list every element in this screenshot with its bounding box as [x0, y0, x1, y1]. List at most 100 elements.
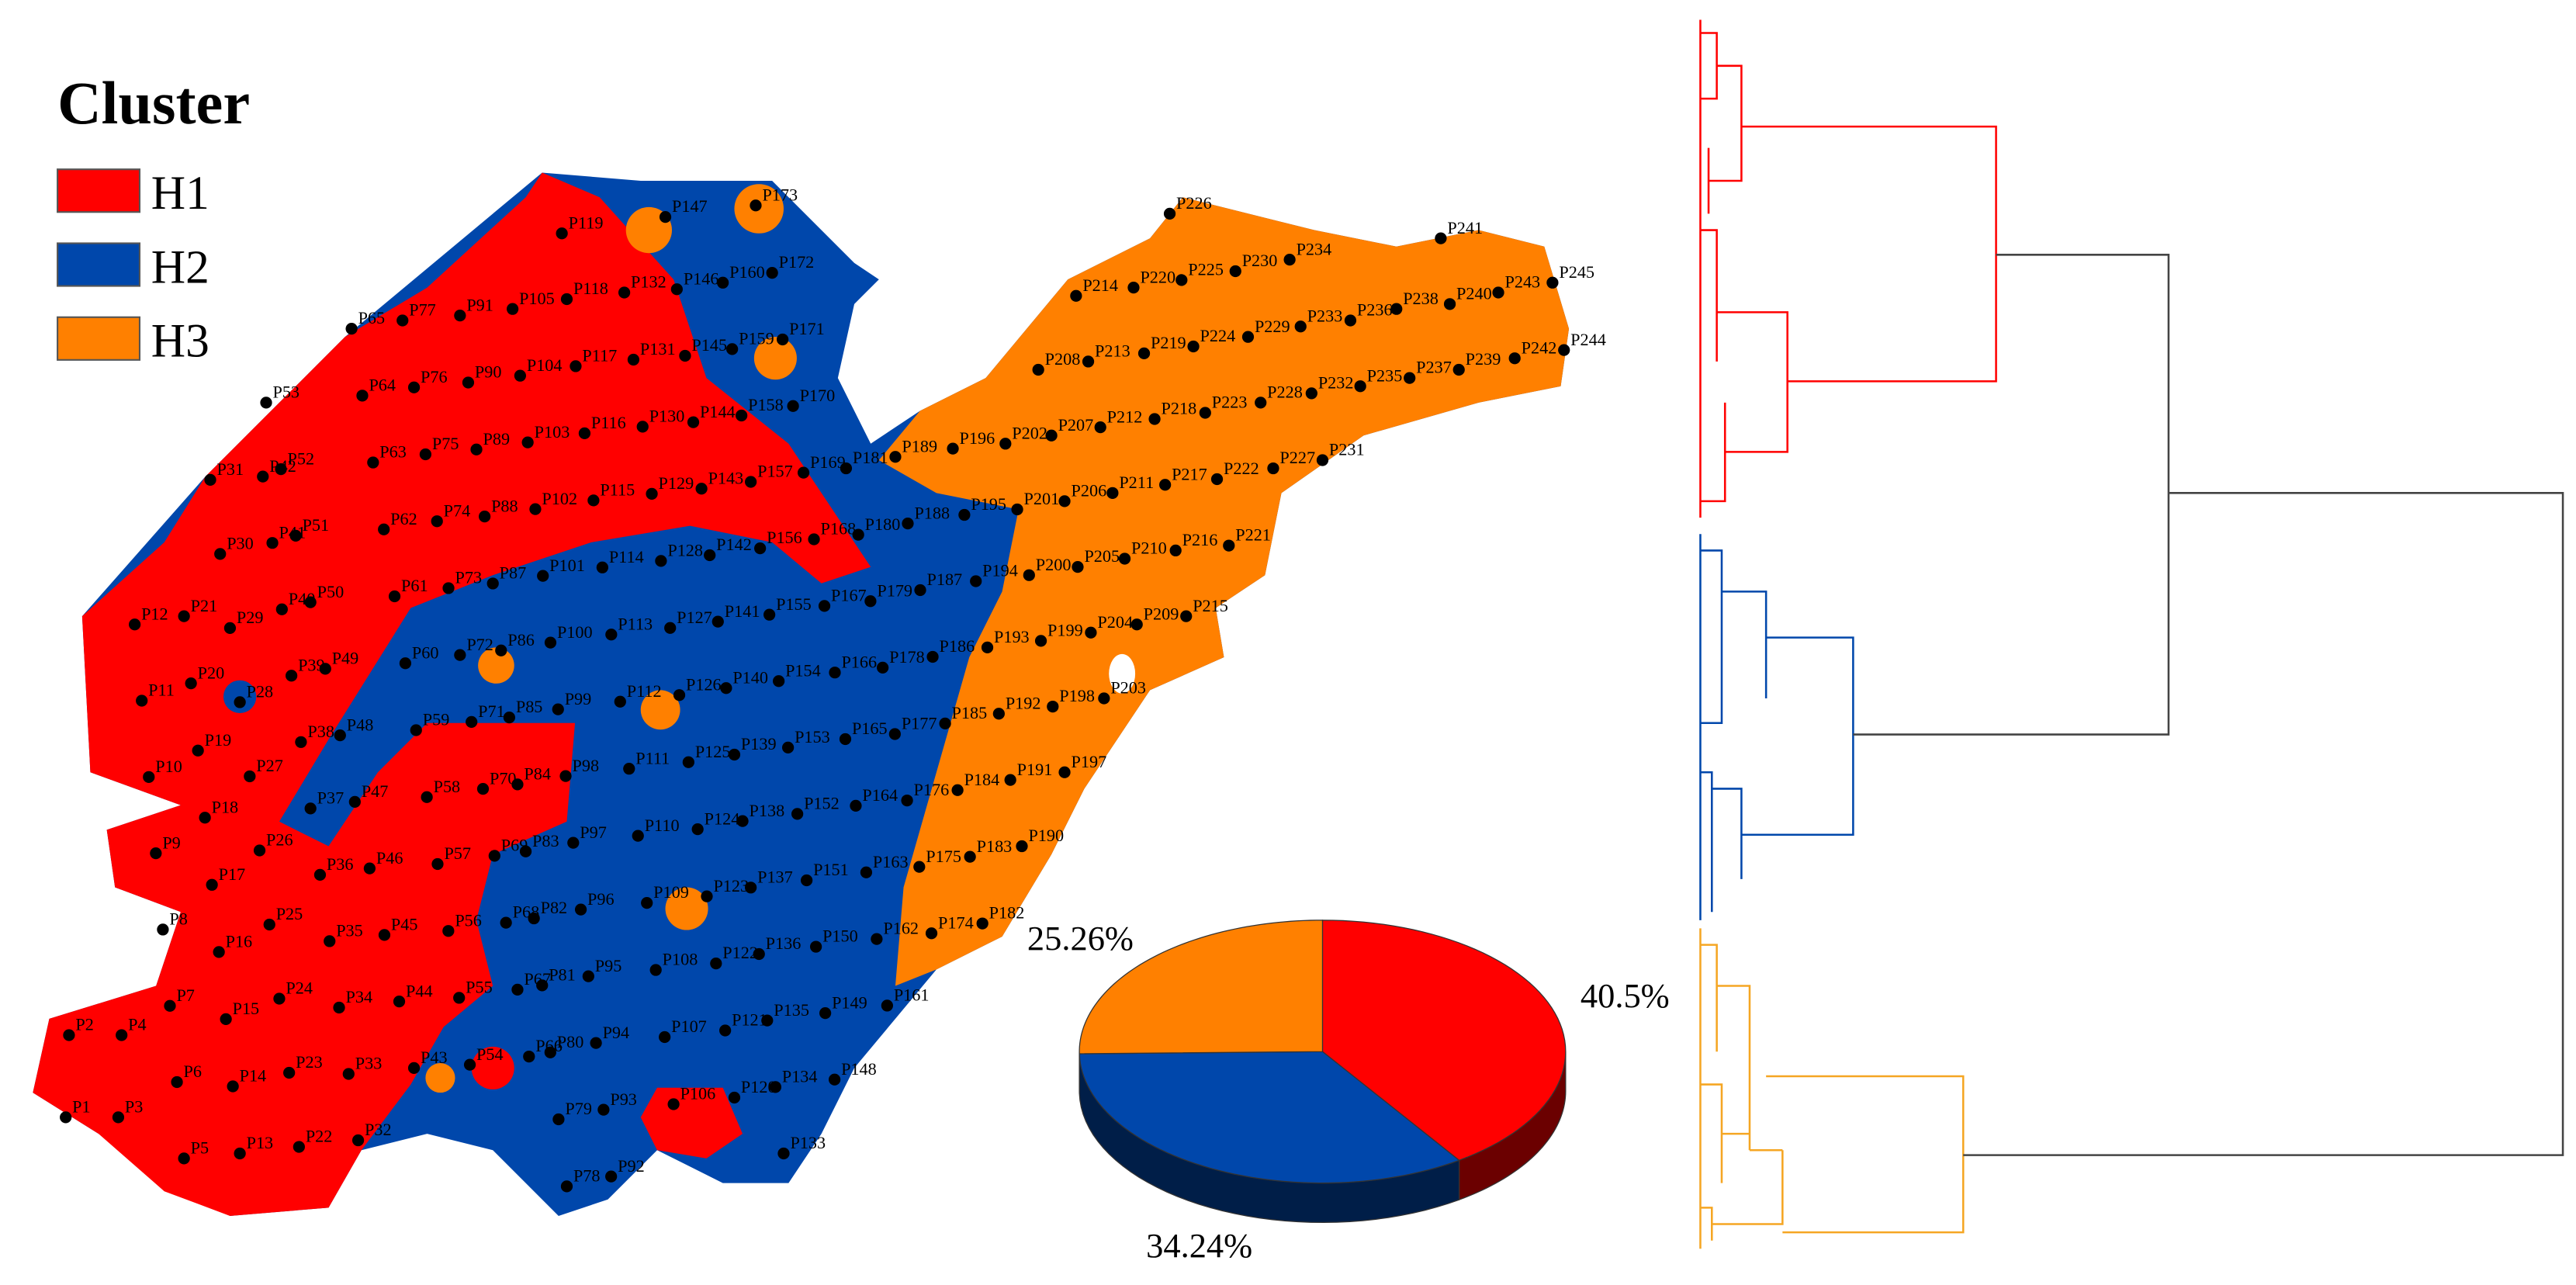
sample-label: P6 [184, 1062, 202, 1081]
sample-dot [116, 1029, 128, 1041]
sample-label: P24 [286, 978, 313, 998]
sample-dot [319, 663, 331, 675]
sample-dot [664, 622, 677, 634]
sample-label: P74 [444, 500, 471, 520]
sample-dot [1210, 473, 1224, 486]
sample-label: P76 [421, 367, 448, 386]
sample-dot [763, 608, 776, 621]
sample-label: P205 [1084, 546, 1120, 566]
sample-label: P59 [423, 710, 450, 729]
sample-label: P60 [412, 642, 439, 662]
sample-dot [710, 957, 722, 970]
sample-label: P199 [1047, 621, 1083, 640]
legend-label: H3 [151, 315, 209, 368]
sample-dot [486, 577, 499, 590]
sample-label: P204 [1097, 612, 1133, 632]
sample-dot [720, 682, 732, 694]
sample-label: P18 [212, 797, 239, 816]
sample-dot [1316, 454, 1329, 466]
sample-dot [500, 916, 512, 929]
sample-dot [773, 675, 785, 688]
sample-label: P196 [960, 428, 995, 448]
region-h3 [425, 1063, 455, 1093]
sample-label: P211 [1119, 473, 1154, 492]
sample-dot [488, 850, 500, 862]
sample-label: P46 [376, 848, 403, 868]
sample-label: P122 [722, 943, 758, 962]
sample-label: P4 [128, 1015, 146, 1034]
sample-label: P233 [1307, 306, 1343, 325]
sample-label: P237 [1416, 358, 1452, 377]
sample-dot [1546, 276, 1559, 289]
sample-label: P126 [686, 674, 722, 694]
sample-label: P79 [565, 1099, 592, 1118]
sample-label: P38 [307, 722, 334, 741]
sample-label: P49 [332, 649, 359, 668]
sample-dot [334, 729, 346, 742]
sample-label: P200 [1036, 555, 1072, 574]
sample-label: P149 [832, 992, 867, 1012]
sample-label: P85 [516, 697, 543, 716]
sample-label: P197 [1072, 752, 1107, 771]
sample-label: P51 [303, 515, 330, 535]
sample-label: P229 [1255, 317, 1290, 336]
sample-label: P12 [141, 604, 168, 623]
sample-dot [659, 210, 672, 223]
sample-dot [902, 518, 914, 530]
sample-dot [378, 929, 391, 941]
sample-label: P209 [1144, 604, 1179, 623]
pie-slice [1079, 920, 1324, 1055]
sample-label: P180 [865, 514, 901, 534]
sample-label: P35 [336, 921, 363, 940]
sample-label: P134 [782, 1066, 818, 1086]
sample-label: P155 [776, 594, 812, 614]
sample-dot [679, 349, 691, 362]
sample-dot [850, 799, 862, 812]
sample-label: P33 [355, 1054, 383, 1073]
sample-dot [150, 847, 162, 860]
sample-dot [213, 946, 225, 958]
sample-dot [529, 503, 542, 515]
sample-label: P80 [557, 1032, 584, 1051]
sample-label: P220 [1140, 267, 1175, 286]
sample-label: P186 [940, 636, 975, 656]
sample-dot [970, 575, 982, 587]
sample-label: P107 [671, 1017, 707, 1036]
sample-label: P141 [725, 601, 760, 621]
sample-dot [514, 369, 527, 382]
sample-label: P77 [409, 300, 436, 320]
sample-label: P53 [272, 383, 299, 402]
legend-items: H1 H2 H3 [57, 167, 209, 368]
sample-label: P52 [288, 449, 315, 468]
sample-dot [1435, 232, 1447, 244]
region-h1 [33, 172, 871, 1216]
legend-label: H1 [151, 167, 209, 220]
sample-dot [808, 533, 820, 546]
sample-label: P143 [708, 468, 744, 487]
sample-dot [781, 741, 795, 753]
sample-label: P101 [549, 556, 585, 575]
sample-label: P29 [237, 608, 264, 627]
sample-dot [157, 923, 169, 936]
sample-dot [860, 866, 873, 878]
region-h1 [640, 1087, 743, 1159]
sample-dot [528, 912, 540, 925]
sample-label: P160 [729, 262, 765, 282]
sample-dot [454, 310, 466, 322]
sample-label: P36 [327, 854, 354, 874]
sample-dot [421, 791, 433, 803]
sample-dot [363, 862, 376, 875]
sample-dot [1187, 340, 1200, 353]
sample-dot [787, 400, 799, 412]
sample-label: P216 [1182, 530, 1218, 549]
sample-dot [818, 600, 831, 612]
region-h3 [640, 690, 680, 730]
sample-label: P16 [226, 932, 253, 951]
sample-dot [1034, 635, 1047, 647]
sample-label: P81 [549, 965, 576, 985]
sample-dot [655, 555, 667, 567]
sample-label: P171 [789, 319, 825, 338]
sample-dot [1159, 479, 1172, 491]
sample-dot [667, 1098, 680, 1110]
